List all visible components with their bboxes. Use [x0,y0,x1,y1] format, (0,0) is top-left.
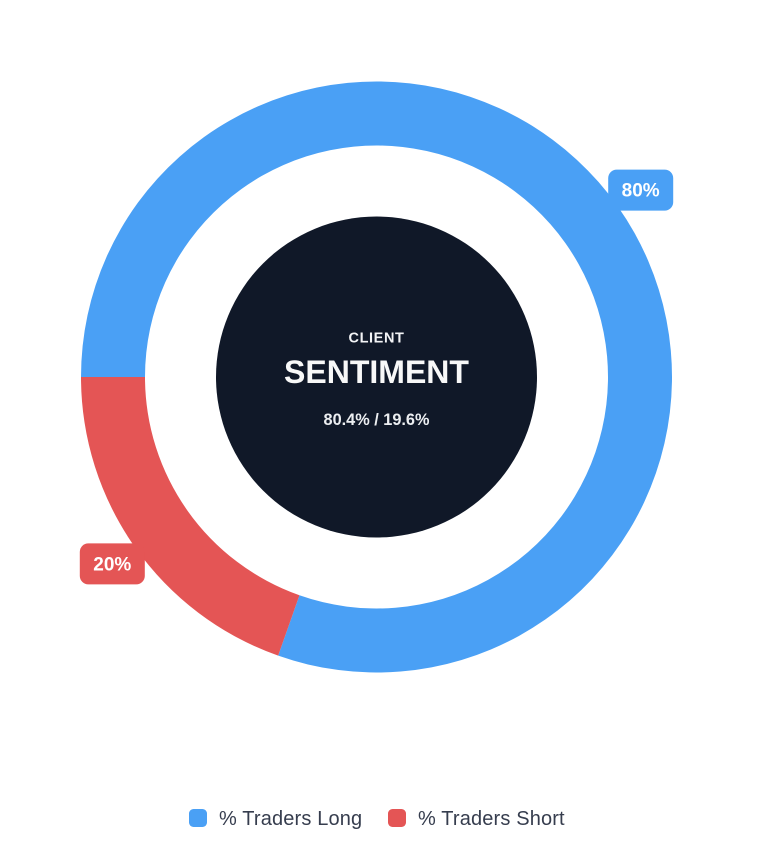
svg-text:80%: 80% [622,181,660,202]
svg-text:CLIENT: CLIENT [349,331,405,347]
svg-text:20%: 20% [93,555,131,576]
svg-text:SENTIMENT: SENTIMENT [284,354,469,390]
svg-text:80.4% / 19.6%: 80.4% / 19.6% [324,411,430,429]
